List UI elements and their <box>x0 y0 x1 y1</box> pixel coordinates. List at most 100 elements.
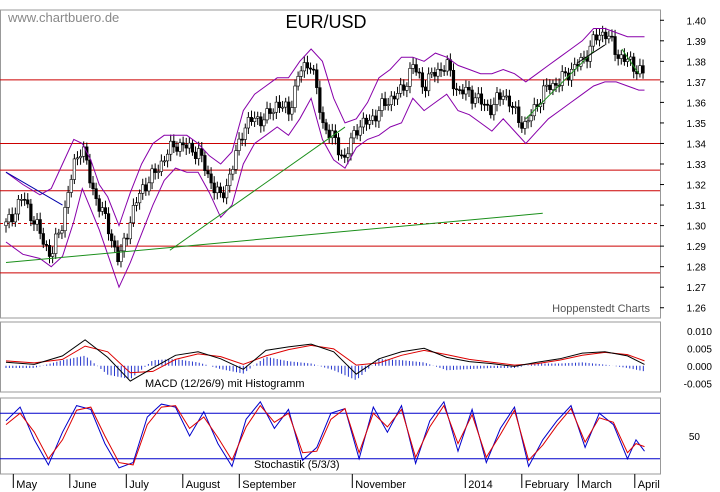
price-candle-body <box>206 170 210 175</box>
price-candle-body <box>517 106 521 123</box>
price-y-tick-label: 1.28 <box>687 263 707 274</box>
x-axis-label: June <box>73 479 97 491</box>
price-candle-body <box>181 142 185 146</box>
price-candle-body <box>184 144 188 149</box>
price-candle-body <box>591 34 595 47</box>
stochastic-y-tick-label: 50 <box>689 432 701 443</box>
price-candle-body <box>274 101 278 113</box>
price-candle-body <box>312 68 316 71</box>
price-candle-body <box>271 111 275 114</box>
price-candle-body <box>237 138 241 151</box>
price-candle-body <box>367 119 372 125</box>
price-candle-body <box>464 87 468 95</box>
price-candle-body <box>203 155 207 171</box>
price-candle-body <box>423 86 428 92</box>
price-candle-body <box>302 62 306 72</box>
price-candle-body <box>209 173 213 184</box>
price-candle-body <box>386 104 390 106</box>
price-candle-body <box>529 115 533 122</box>
price-y-tick-label: 1.29 <box>687 242 707 253</box>
price-candle-body <box>172 140 176 148</box>
price-candle-body <box>402 84 406 91</box>
price-candle-body <box>253 117 257 122</box>
price-candle-body <box>41 233 45 245</box>
x-axis-label: March <box>581 479 612 491</box>
price-candle-body <box>66 192 70 208</box>
price-candle-body <box>489 105 493 116</box>
price-candle-body <box>374 115 378 122</box>
price-candle-body <box>597 34 602 41</box>
price-candle-body <box>63 207 67 232</box>
price-candle-body <box>560 71 564 86</box>
price-candle-body <box>399 84 403 94</box>
price-candle-body <box>616 54 620 59</box>
price-candle-body <box>225 185 229 199</box>
watermark-text: www.chartbuero.de <box>7 10 119 25</box>
price-candle-body <box>200 148 204 156</box>
price-candle-body <box>78 156 83 159</box>
price-candle-body <box>498 92 502 100</box>
macd-panel-frame <box>0 321 661 393</box>
price-candle-body <box>420 72 425 88</box>
price-y-tick-label: 1.39 <box>687 37 707 48</box>
upper-bollinger-band <box>5 28 645 228</box>
price-candle-body <box>340 154 344 157</box>
price-candle-body <box>29 203 33 222</box>
price-candle-body <box>16 199 21 215</box>
price-candle-body <box>408 68 412 87</box>
price-candle-body <box>514 106 518 109</box>
price-candle-body <box>467 87 471 91</box>
price-candle-body <box>380 98 384 111</box>
price-candle-body <box>265 108 269 121</box>
price-candle-body <box>190 142 195 153</box>
price-candle-body <box>545 84 549 87</box>
price-candle-body <box>439 68 443 71</box>
price-candle-body <box>427 73 431 92</box>
price-candle-body <box>32 220 36 225</box>
price-candle-body <box>629 56 633 60</box>
price-candle-body <box>243 127 247 140</box>
price-candle-body <box>355 130 359 136</box>
price-candle-body <box>197 148 201 159</box>
price-y-tick-label: 1.33 <box>687 160 707 171</box>
price-candle-body <box>10 214 14 223</box>
macd-y-tick-label: 0.010 <box>687 327 712 338</box>
price-candle-body <box>69 179 73 193</box>
price-candle-body <box>169 140 173 155</box>
stochastic-k-line <box>5 400 645 469</box>
price-candle-body <box>7 214 11 223</box>
x-axis-label: April <box>638 479 660 491</box>
price-candle-body <box>38 219 42 234</box>
price-candle-body <box>47 245 52 257</box>
x-axis-label: August <box>186 479 220 491</box>
price-candle-body <box>299 70 303 77</box>
x-axis-label: May <box>16 479 37 491</box>
price-y-tick-label: 1.34 <box>687 139 707 150</box>
price-candle-body <box>330 130 334 139</box>
price-candle-body <box>371 115 375 121</box>
price-candle-body <box>504 95 508 98</box>
price-candle-body <box>473 97 477 104</box>
price-candle-body <box>147 182 151 192</box>
price-candle-body <box>85 146 89 161</box>
price-candle-body <box>458 89 462 91</box>
price-candle-body <box>541 85 546 104</box>
price-candle-body <box>44 244 48 246</box>
price-candle-body <box>349 137 353 155</box>
price-candle-body <box>234 150 238 170</box>
price-candle-body <box>613 36 617 55</box>
price-candle-body <box>72 158 76 180</box>
price-candle-body <box>212 182 216 194</box>
price-candle-body <box>619 54 623 59</box>
price-candle-body <box>321 112 325 124</box>
price-candle-body <box>162 160 167 163</box>
price-candle-body <box>113 240 117 248</box>
price-candle-body <box>510 105 515 108</box>
price-candle-body <box>26 199 30 205</box>
price-trendline <box>525 50 594 120</box>
price-trendline <box>576 44 606 64</box>
price-candle-body <box>336 137 341 156</box>
price-candle-body <box>551 83 555 91</box>
x-axis-label: September <box>242 479 296 491</box>
